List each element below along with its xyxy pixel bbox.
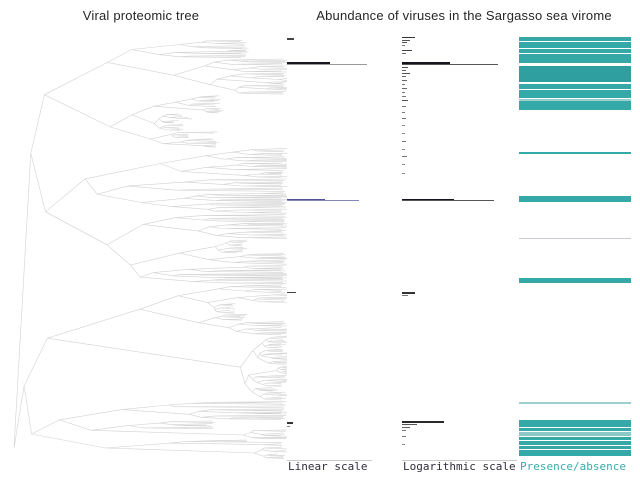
abundance-bar xyxy=(402,426,410,428)
presence-band xyxy=(519,37,631,41)
abundance-bar xyxy=(402,295,408,296)
abundance-bar xyxy=(402,63,498,65)
abundance-bar xyxy=(402,37,415,39)
presence-band xyxy=(519,53,631,63)
abundance-bar xyxy=(402,45,405,46)
presence-band xyxy=(519,432,631,436)
abundance-bar xyxy=(402,42,407,43)
abundance-bar xyxy=(287,62,330,65)
presence-band xyxy=(519,65,631,82)
abundance-bar xyxy=(402,88,407,89)
abundance-bar xyxy=(402,444,405,445)
abundance-bar xyxy=(287,426,290,427)
column-baseline xyxy=(402,459,517,461)
abundance-bar xyxy=(402,421,444,423)
tree-title: Viral proteomic tree xyxy=(82,8,200,23)
abundance-bar xyxy=(402,72,410,74)
abundance-bar xyxy=(402,199,494,201)
abundance-bar xyxy=(402,156,407,157)
presence-band xyxy=(519,420,631,427)
abundance-bar xyxy=(402,39,410,41)
abundance-bar xyxy=(402,96,406,97)
abundance-bar xyxy=(402,62,450,65)
abundance-bar xyxy=(287,63,367,65)
column-baseline xyxy=(287,460,372,461)
linear-scale-column: Linear scale xyxy=(287,0,372,480)
presence-band xyxy=(519,98,631,101)
abundance-bar xyxy=(402,141,406,142)
abundance-bar xyxy=(402,84,405,85)
linear-scale-label: Linear scale xyxy=(288,460,368,473)
presence-band xyxy=(519,450,631,456)
abundance-title: Abundance of viruses in the Sargasso sea… xyxy=(316,8,612,23)
abundance-bar xyxy=(402,53,406,54)
abundance-bar xyxy=(402,125,405,126)
abundance-bar xyxy=(287,199,359,201)
logarithmic-scale-column: Logarithmic scale xyxy=(402,0,517,480)
presence-band xyxy=(519,446,631,449)
presence-band xyxy=(519,441,631,445)
abundance-bar xyxy=(402,66,408,68)
abundance-bar xyxy=(402,69,406,71)
abundance-bar xyxy=(287,422,293,424)
presence-band xyxy=(519,89,631,98)
presence-band xyxy=(519,196,631,202)
abundance-bar xyxy=(402,100,408,102)
abundance-bar xyxy=(402,423,417,425)
presence-band xyxy=(519,83,631,89)
presence-band xyxy=(519,238,631,240)
presence-band xyxy=(519,42,631,48)
abundance-bar xyxy=(402,164,405,165)
presence-band xyxy=(519,402,631,404)
abundance-bar xyxy=(287,38,294,40)
logarithmic-scale-label: Logarithmic scale xyxy=(403,460,516,473)
presence-band xyxy=(519,437,631,440)
abundance-bar xyxy=(402,112,405,113)
presence-band xyxy=(519,278,631,283)
abundance-bar xyxy=(402,106,406,107)
tree-branches xyxy=(13,40,288,459)
abundance-bar xyxy=(402,133,405,134)
abundance-bar xyxy=(402,50,412,52)
presence-band xyxy=(519,101,631,110)
abundance-bar xyxy=(402,292,415,294)
presence-band xyxy=(519,152,631,154)
abundance-bar xyxy=(402,76,406,77)
presence-absence-label: Presence/absence xyxy=(520,460,626,473)
abundance-bar xyxy=(402,436,406,437)
abundance-bar xyxy=(402,173,405,174)
presence-band xyxy=(519,48,631,53)
abundance-bar xyxy=(402,80,407,81)
abundance-bar xyxy=(402,430,406,431)
presence-absence-column: Presence/absence xyxy=(519,0,631,480)
presence-band xyxy=(519,428,631,431)
abundance-bar xyxy=(402,118,406,119)
abundance-bar xyxy=(402,92,405,93)
abundance-bar xyxy=(287,292,296,294)
abundance-bar xyxy=(402,149,405,150)
